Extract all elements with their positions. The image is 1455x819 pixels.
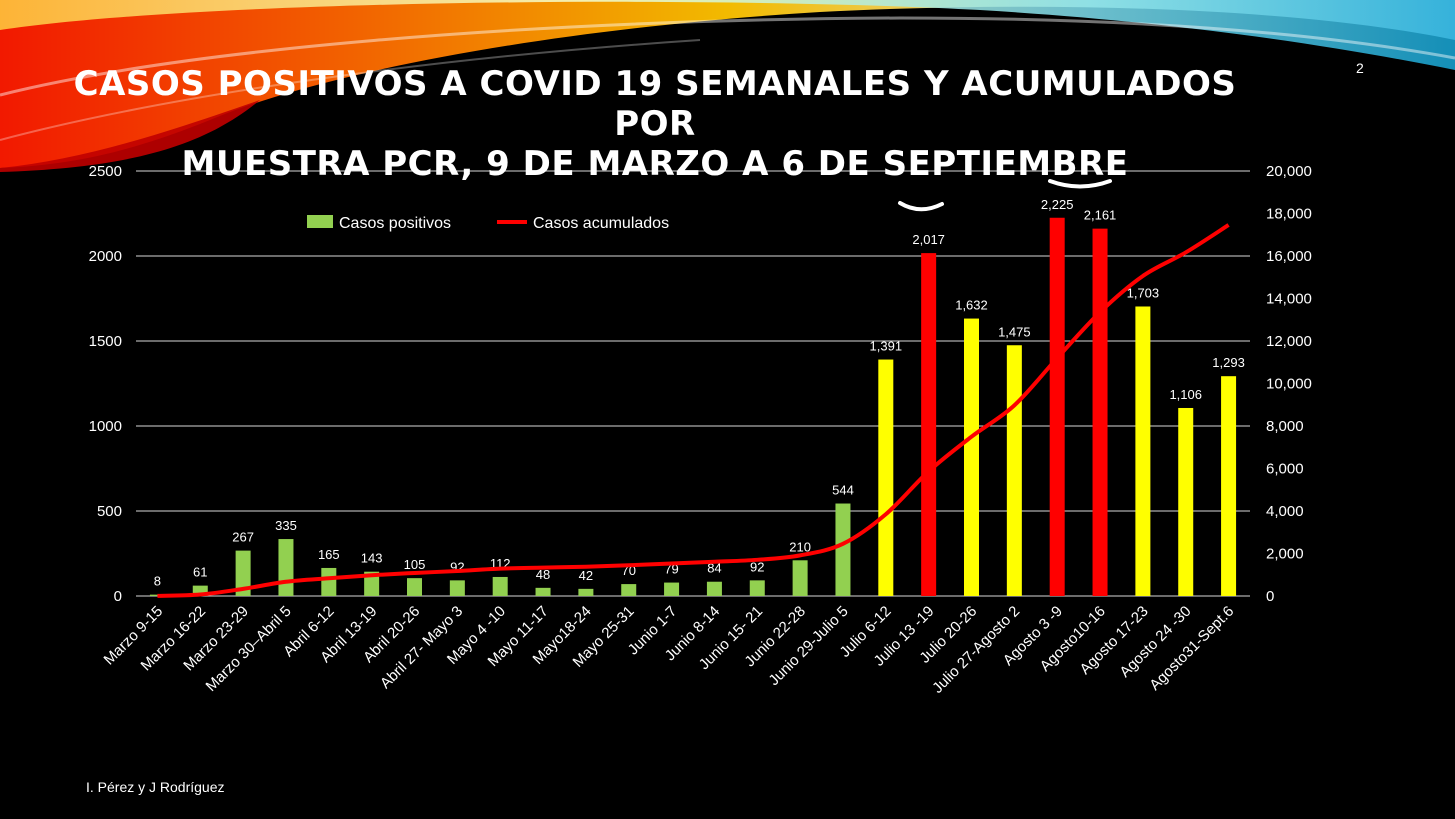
bar [235,550,251,596]
bar-data-label: 143 [361,551,383,566]
bar [449,580,465,596]
y-left-tick-label: 0 [114,588,122,605]
legend-label-line: Casos acumulados [533,215,669,232]
y-left-tick-label: 2000 [89,248,122,265]
bar [535,587,551,596]
bar [1178,407,1194,596]
bar-data-label: 2,225 [1041,197,1074,212]
bar-data-label: 92 [750,559,764,574]
bar [364,571,380,596]
bar [792,560,808,596]
bar [749,580,765,596]
bar [492,576,508,596]
bar [706,581,722,596]
bar-data-label: 210 [789,539,811,554]
bar [964,318,979,596]
bar [1049,217,1065,596]
bar-data-label: 105 [404,557,426,572]
y-right-tick-label: 4,000 [1266,503,1304,520]
bar [192,585,208,596]
y-right-tick-label: 18,000 [1266,206,1312,223]
bar-data-label: 2,161 [1084,208,1117,223]
bar [921,253,937,597]
y-right-tick-label: 0 [1266,588,1274,605]
bar-data-label: 544 [832,483,854,498]
bar-data-label: 1,632 [955,298,988,313]
bar-data-label: 2,017 [912,232,945,247]
slide-title-line-2: MUESTRA PCR, 9 DE MARZO A 6 DE SEPTIEMBR… [181,144,1129,184]
y-left-tick-label: 1500 [89,333,122,350]
bar [1006,345,1022,596]
emphasis-arc-mark [1048,179,1112,189]
bar [321,567,337,596]
y-right-tick-label: 12,000 [1266,333,1312,350]
y-right-tick-label: 10,000 [1266,376,1312,393]
bar [407,578,422,596]
y-right-tick-label: 8,000 [1266,418,1304,435]
bar-data-label: 335 [275,518,297,533]
legend-label-bars: Casos positivos [339,215,451,232]
bar-data-label: 165 [318,547,340,562]
y-left-tick-label: 1000 [89,418,122,435]
bar-data-label: 84 [707,561,721,576]
bar-data-label: 267 [232,530,254,545]
slide-title: CASOS POSITIVOS A COVID 19 SEMANALES Y A… [60,64,1250,184]
y-left-tick-label: 500 [97,503,122,520]
bar-data-label: 48 [536,567,550,582]
bar-data-label: 42 [579,568,593,583]
bar-data-label: 8 [154,574,161,589]
y-right-tick-label: 20,000 [1266,163,1312,180]
emphasis-arc-mark [898,201,944,212]
bar [878,359,894,596]
slide-title-line-1: CASOS POSITIVOS A COVID 19 SEMANALES Y A… [73,64,1237,144]
y-right-tick-label: 14,000 [1266,291,1312,308]
bar [1221,376,1237,596]
bar [578,588,594,596]
bar [621,584,637,596]
cumulative-line [157,223,1230,598]
bar-data-label: 1,475 [998,324,1031,339]
bar-data-label: 1,391 [870,339,903,354]
bar [1135,306,1151,596]
y-right-tick-label: 16,000 [1266,248,1312,265]
bar [1092,228,1108,596]
bar [664,582,680,596]
bar-data-label: 61 [193,565,207,580]
y-right-tick-label: 2,000 [1266,546,1304,563]
bar-data-label: 1,703 [1127,285,1160,300]
y-left-tick-label: 2500 [89,163,122,180]
slide-number: 2 [1356,60,1364,76]
bar [835,503,851,596]
bar-data-label: 1,106 [1169,387,1202,402]
slide-footer-authors: I. Pérez y J Rodríguez [86,779,225,795]
legend-swatch-bars [307,215,333,228]
bar [278,539,294,596]
y-right-tick-label: 6,000 [1266,461,1304,478]
bar-data-label: 1,293 [1212,355,1245,370]
